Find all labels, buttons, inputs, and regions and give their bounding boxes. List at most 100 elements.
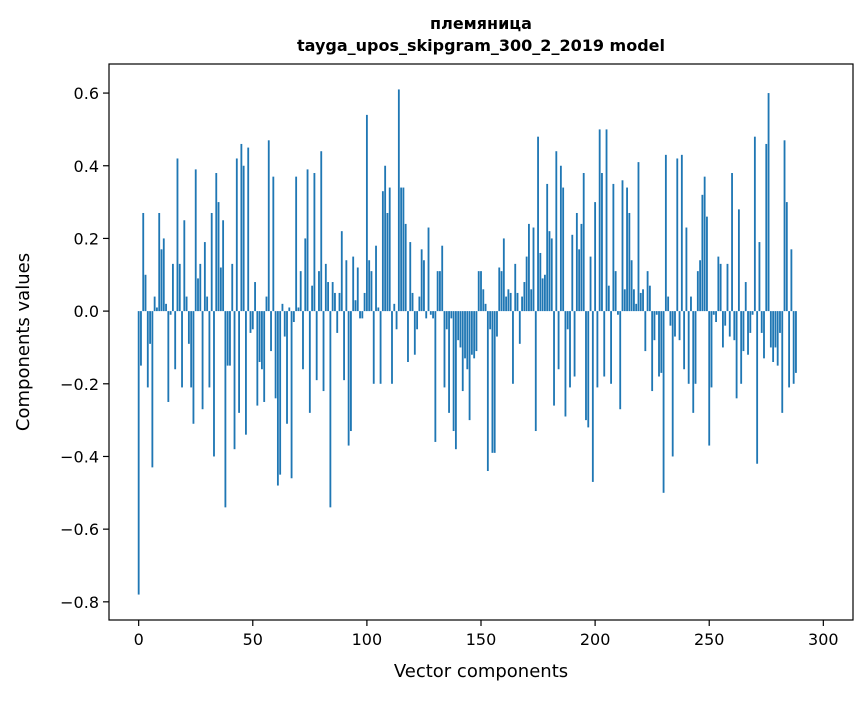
- bar-220: [639, 292, 642, 312]
- bar-17: [176, 158, 179, 312]
- bar-39: [226, 311, 229, 366]
- bar-146: [470, 311, 473, 355]
- bar-223: [646, 271, 649, 312]
- bar-132: [439, 271, 441, 312]
- bar-195: [582, 173, 585, 312]
- bar-145: [468, 311, 471, 421]
- bar-218: [635, 303, 638, 312]
- bar-219: [637, 162, 640, 312]
- bar-13: [167, 311, 170, 402]
- bar-47: [245, 311, 247, 435]
- bar-88: [338, 292, 341, 312]
- bar-90: [343, 311, 345, 381]
- x-axis-label: Vector components: [394, 661, 568, 682]
- bar-58: [270, 311, 272, 352]
- bar-287: [792, 311, 795, 384]
- bar-35: [217, 202, 220, 312]
- bar-23: [190, 311, 193, 388]
- bar-49: [249, 311, 252, 333]
- bar-216: [630, 260, 633, 312]
- bar-156: [493, 311, 496, 453]
- bar-267: [747, 311, 749, 355]
- bar-42: [233, 311, 236, 450]
- bar-97: [359, 311, 361, 319]
- bar-192: [575, 212, 578, 312]
- bar-127: [427, 227, 430, 312]
- bar-208: [612, 183, 615, 312]
- bar-159: [500, 271, 503, 312]
- bar-142: [461, 311, 464, 392]
- bar-284: [785, 202, 788, 312]
- bar-205: [605, 129, 608, 312]
- bar-25: [194, 169, 197, 312]
- bar-128: [429, 311, 432, 315]
- bar-50: [251, 311, 254, 330]
- bar-174: [534, 311, 537, 432]
- bar-227: [655, 311, 658, 315]
- bar-117: [404, 223, 407, 312]
- bar-129: [432, 311, 434, 319]
- bar-147: [473, 311, 476, 359]
- bar-260: [731, 173, 733, 312]
- bar-281: [779, 311, 781, 333]
- bar-62: [279, 311, 282, 475]
- bar-278: [772, 311, 775, 362]
- bar-204: [603, 311, 606, 377]
- bar-269: [751, 311, 754, 315]
- bar-45: [240, 143, 243, 312]
- bar-73: [304, 238, 307, 312]
- bar-235: [674, 311, 676, 337]
- y-tick-label: −0.6: [60, 520, 99, 539]
- bar-276: [767, 93, 770, 312]
- bar-110: [388, 187, 391, 312]
- bar-34: [215, 173, 218, 312]
- bar-7: [153, 296, 156, 312]
- bar-185: [559, 165, 562, 312]
- bar-152: [484, 303, 487, 312]
- bar-138: [452, 311, 455, 432]
- bar-51: [254, 282, 256, 312]
- bar-20: [183, 220, 186, 312]
- bar-217: [633, 289, 635, 312]
- bar-173: [532, 227, 535, 312]
- bar-236: [676, 158, 679, 312]
- bar-248: [703, 176, 706, 312]
- bar-113: [395, 311, 398, 330]
- bar-141: [459, 311, 462, 348]
- bar-75: [308, 311, 311, 413]
- bar-64: [283, 311, 286, 337]
- x-tick-label: 100: [352, 630, 383, 649]
- bar-126: [425, 311, 428, 319]
- bar-94: [352, 256, 355, 312]
- x-tick-label: 250: [694, 630, 725, 649]
- bar-206: [607, 285, 610, 312]
- bar-139: [454, 311, 457, 450]
- bar-214: [626, 187, 628, 312]
- bar-191: [573, 311, 576, 377]
- bar-155: [491, 311, 494, 453]
- bar-119: [409, 242, 412, 312]
- bar-59: [272, 176, 275, 312]
- y-axis-label: Components values: [13, 253, 34, 431]
- bar-240: [685, 227, 688, 312]
- bar-104: [375, 245, 377, 312]
- bar-177: [541, 278, 544, 312]
- bar-56: [265, 296, 268, 312]
- bar-157: [496, 311, 498, 337]
- bar-105: [377, 307, 380, 312]
- bar-85: [331, 282, 334, 312]
- bar-10: [160, 249, 163, 312]
- bar-21: [185, 296, 188, 312]
- bar-2: [142, 212, 145, 312]
- bar-209: [614, 271, 617, 312]
- bar-84: [329, 311, 332, 508]
- bar-143: [464, 311, 466, 359]
- bar-201: [596, 311, 599, 388]
- bar-98: [361, 311, 364, 319]
- y-tick-label: 0.0: [74, 302, 99, 321]
- bar-274: [763, 311, 765, 359]
- chart-title: племяница: [430, 14, 532, 33]
- bar-122: [416, 311, 419, 330]
- bar-93: [350, 311, 352, 432]
